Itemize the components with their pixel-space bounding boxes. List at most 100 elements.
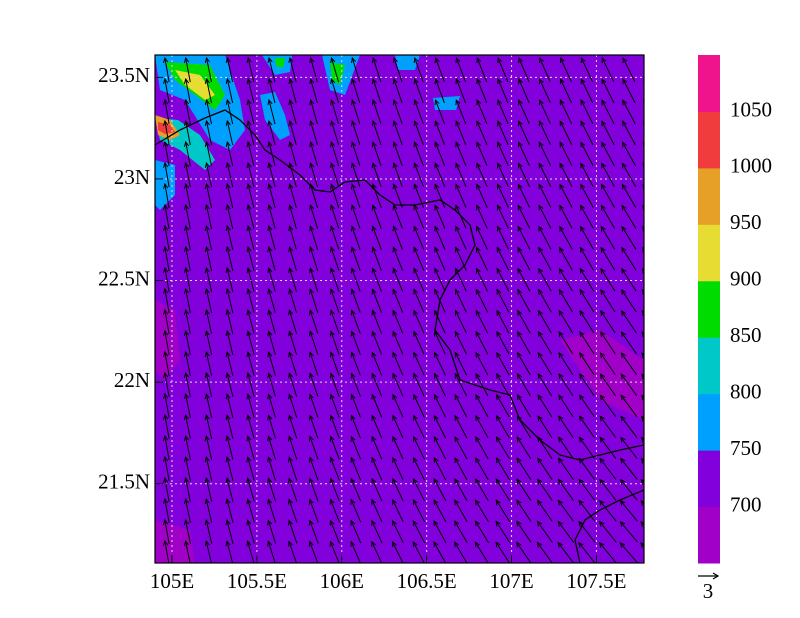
wind-arrow xyxy=(185,120,191,146)
wind-arrow xyxy=(351,163,361,187)
wind-arrow xyxy=(289,247,297,271)
wind-arrow xyxy=(475,394,489,418)
wind-arrowhead xyxy=(267,435,273,442)
wind-arrow xyxy=(517,310,531,334)
wind-arrow xyxy=(226,120,234,146)
wind-arrow xyxy=(289,226,297,250)
wind-arrowhead xyxy=(516,372,522,380)
wind-arrowhead xyxy=(392,183,398,190)
wind-arrow xyxy=(601,99,615,125)
wind-arrow xyxy=(330,331,340,355)
wind-arrow xyxy=(309,394,319,418)
wind-arrow xyxy=(351,289,361,313)
wind-arrowhead xyxy=(642,225,644,232)
wind-arrow xyxy=(309,268,319,292)
wind-arrow xyxy=(164,435,170,461)
wind-arrow xyxy=(621,289,637,313)
wind-arrowhead xyxy=(621,162,627,169)
wind-arrow xyxy=(268,289,276,313)
wind-arrowhead xyxy=(246,204,252,211)
wind-arrow xyxy=(580,142,594,166)
wind-arrow xyxy=(226,415,234,439)
wind-arrow xyxy=(433,541,447,563)
wind-arrowhead xyxy=(454,435,460,442)
wind-arrowhead xyxy=(392,204,398,211)
colorbar-box xyxy=(698,167,720,225)
wind-arrowhead xyxy=(497,183,502,190)
wind-arrowhead xyxy=(163,161,169,168)
wind-arrow xyxy=(393,99,403,125)
wind-arrowhead xyxy=(433,393,439,400)
field xyxy=(155,55,644,563)
wind-arrow xyxy=(434,163,446,187)
wind-arrowhead xyxy=(225,288,231,295)
wind-arrowhead xyxy=(537,457,543,464)
wind-arrow xyxy=(475,415,489,439)
wind-arrow xyxy=(247,331,255,355)
x-tick-label: 105.5E xyxy=(227,569,287,593)
wind-arrowhead xyxy=(183,266,190,274)
wind-arrow xyxy=(268,99,276,125)
wind-arrowhead xyxy=(308,414,314,421)
wind-arrowhead xyxy=(246,456,252,463)
wind-arrow xyxy=(185,141,191,167)
wind-arrow xyxy=(517,226,531,250)
wind-arrow xyxy=(268,57,276,83)
wind-arrowhead xyxy=(640,457,644,464)
wind-arrowhead xyxy=(288,246,294,253)
wind-arrowhead xyxy=(288,183,294,190)
wind-arrow xyxy=(351,205,361,229)
wind-arrow xyxy=(414,57,424,83)
wind-arrowhead xyxy=(537,351,543,358)
wind-arrowhead xyxy=(183,119,190,126)
wind-arrow xyxy=(601,121,615,145)
wind-arrow xyxy=(268,394,276,418)
wind-arrowhead xyxy=(580,120,586,127)
wind-arrow xyxy=(310,99,318,125)
wind-arrow xyxy=(185,204,191,230)
wind-arrowhead xyxy=(163,287,169,294)
wind-arrowhead xyxy=(163,245,169,252)
wind-arrow xyxy=(537,415,553,439)
wind-arrowhead xyxy=(558,394,564,401)
wind-arrowhead xyxy=(329,477,335,484)
wind-arrow xyxy=(495,457,511,481)
wind-arrowhead xyxy=(497,99,503,106)
wind-arrowhead xyxy=(433,435,439,442)
wind-arrow xyxy=(558,289,574,313)
wind-arrowhead xyxy=(204,287,210,295)
wind-arrowhead xyxy=(309,309,315,316)
wind-arrow xyxy=(164,78,170,104)
wind-arrowhead xyxy=(475,414,481,422)
wind-arrow xyxy=(164,225,170,251)
wind-arrow xyxy=(599,479,617,501)
wind-arrowhead xyxy=(413,456,418,463)
wind-arrow xyxy=(247,478,255,502)
wind-arrow xyxy=(247,415,255,439)
wind-arrowhead xyxy=(599,436,605,443)
wind-arrowhead xyxy=(329,351,335,358)
wind-arrow xyxy=(185,478,191,502)
wind-arrow xyxy=(331,57,339,83)
wind-arrow xyxy=(413,331,425,355)
wind-arrow xyxy=(539,78,551,104)
wind-arrowhead xyxy=(578,436,585,443)
wind-arrowhead xyxy=(330,141,336,148)
wind-arrowhead xyxy=(225,119,231,127)
wind-arrow xyxy=(185,225,191,251)
wind-arrowhead xyxy=(267,498,273,505)
wind-arrowhead xyxy=(538,246,544,253)
wind-arrowhead xyxy=(496,309,502,316)
wind-arrowhead xyxy=(267,77,273,85)
wind-arrow xyxy=(560,78,572,104)
wind-arrowhead xyxy=(183,161,190,168)
wind-arrow xyxy=(517,352,531,376)
wind-arrow xyxy=(350,436,362,460)
wind-arrowhead xyxy=(455,267,460,274)
wind-arrow xyxy=(620,395,638,417)
wind-arrow xyxy=(185,436,191,460)
wind-arrowhead xyxy=(454,541,460,548)
wind-arrowhead xyxy=(641,373,644,380)
wind-arrowhead xyxy=(267,119,273,127)
wind-arrowhead xyxy=(497,78,503,85)
